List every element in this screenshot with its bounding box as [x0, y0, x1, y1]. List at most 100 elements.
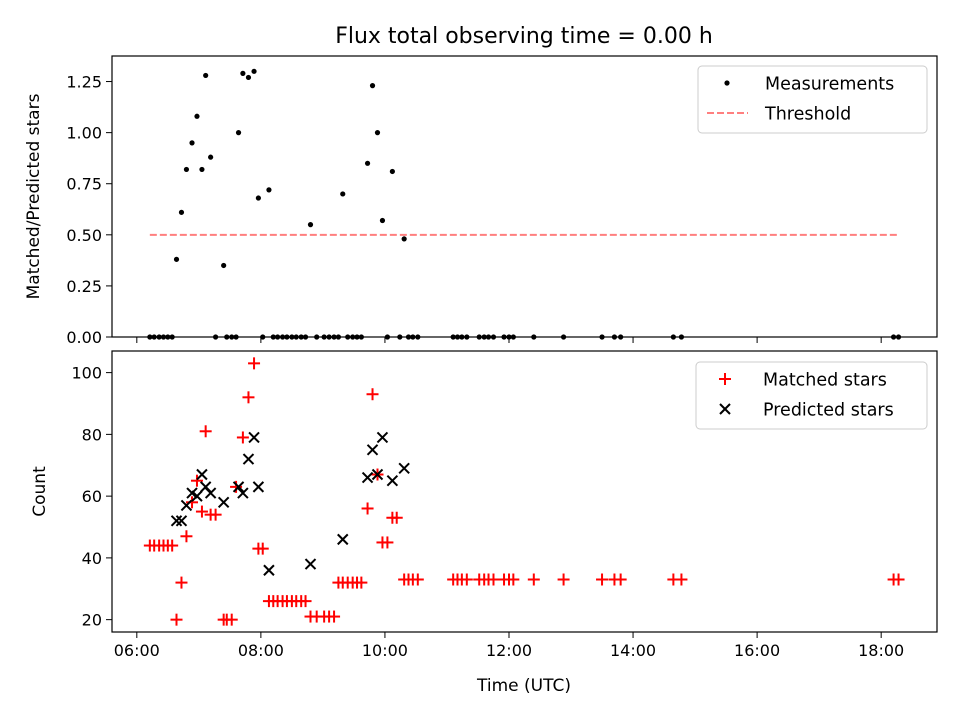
matched-star-point	[195, 505, 208, 518]
matched-star-point	[225, 613, 238, 626]
top-y-tick-label: 0.00	[66, 328, 102, 347]
predicted-star-stroke-b	[376, 431, 389, 444]
predicted-star-point	[242, 453, 255, 465]
legend-measurements-marker	[724, 80, 730, 86]
predicted-star-stroke-b	[191, 490, 203, 502]
bottom-legend: Matched stars Predicted stars	[695, 361, 928, 430]
measurement-point	[364, 160, 371, 166]
bottom-y-tick-label: 100	[71, 364, 102, 383]
predicted-star-point	[376, 431, 389, 444]
bottom-x-tick-label: 18:00	[858, 641, 904, 660]
matched-star-point	[355, 576, 368, 589]
predicted-star-stroke-b	[170, 515, 183, 527]
measurement-point	[374, 130, 381, 136]
predicted-star-stroke-b	[252, 481, 265, 493]
legend-predicted-marker	[719, 403, 731, 415]
predicted-star-point	[237, 487, 249, 499]
bottom-legend-frame	[695, 361, 928, 430]
bottom-y-tick-label: 20	[82, 611, 102, 630]
measurement-point	[203, 72, 209, 79]
legend-measurements-label: Measurements	[765, 75, 894, 95]
matched-star-point	[557, 573, 570, 586]
top-legend-frame	[697, 65, 928, 134]
matched-star-point	[460, 573, 473, 586]
predicted-star-stroke-b	[180, 499, 193, 512]
bottom-x-tick-label: 12:00	[486, 641, 532, 660]
predicted-star-stroke-b	[398, 462, 410, 475]
predicted-star-stroke-b	[199, 481, 212, 493]
measurement-point	[199, 166, 205, 173]
measurement-point	[183, 166, 190, 173]
bottom-x-tick-label: 14:00	[610, 641, 656, 660]
predicted-star-stroke-b	[237, 487, 249, 499]
top-y-tick-label: 0.25	[66, 277, 102, 296]
bottom-y-tick-label: 40	[82, 549, 102, 568]
predicted-star-point	[191, 490, 203, 502]
measurement-point	[369, 83, 376, 89]
top-axes-frame	[111, 55, 938, 338]
matched-star-point	[614, 573, 627, 586]
bottom-x-tick-label: 10:00	[362, 641, 408, 660]
matched-star-point	[507, 573, 520, 586]
matched-star-point	[328, 610, 341, 623]
predicted-star-point	[337, 533, 349, 546]
top-ticks: 0.00 0.25 0.50 0.75 1.00 1.25	[66, 73, 882, 347]
predicted-star-stroke-b	[232, 481, 245, 493]
predicted-star-point	[170, 515, 183, 527]
legend-matched-marker	[719, 373, 731, 385]
bottom-ticks: 06:00 08:00 10:00 12:00 14:00 16:00 18:00 20 40 6…	[71, 364, 904, 660]
measurement-point	[194, 113, 200, 119]
measurement-point	[173, 256, 180, 262]
measurement-point	[307, 222, 314, 228]
measurement-point	[255, 195, 261, 201]
measurement-point	[379, 217, 386, 224]
matched-star-point	[527, 573, 540, 586]
measurement-point	[251, 68, 257, 74]
measurement-point	[240, 70, 246, 76]
predicted-star-point	[371, 468, 384, 481]
predicted-star-stroke-b	[337, 533, 349, 546]
predicted-star-stroke-b	[304, 558, 317, 570]
predicted-star-point	[263, 564, 275, 576]
bottom-y-axis-label: Count	[30, 466, 50, 517]
matched-star-point	[236, 431, 249, 444]
predicted-star-stroke-b	[371, 468, 384, 481]
predicted-star-point	[175, 515, 188, 527]
bottom-y-tick-label: 80	[82, 425, 102, 444]
bottom-x-tick-label: 06:00	[114, 641, 160, 660]
matched-star-point	[230, 480, 243, 493]
legend-predicted-label: Predicted stars	[763, 401, 894, 421]
predicted-star-point	[361, 471, 374, 484]
predicted-star-stroke-b	[366, 444, 379, 456]
matched-star-point	[180, 530, 193, 543]
top-y-tick-label: 0.50	[66, 226, 102, 245]
matched-star-point	[248, 357, 261, 370]
bottom-x-tick-label: 16:00	[734, 641, 780, 660]
top-y-tick-label: 1.00	[66, 124, 102, 143]
bottom-x-tick-label: 08:00	[238, 641, 284, 660]
measurement-point	[178, 209, 185, 215]
bottom-x-axis-label: Time (UTC)	[476, 676, 571, 696]
measurement-point	[340, 191, 346, 197]
measurement-point	[266, 187, 272, 193]
bottom-plot-area	[143, 357, 905, 626]
predicted-star-point	[386, 474, 399, 487]
top-y-tick-label: 0.75	[66, 175, 102, 194]
matched-star-point	[487, 573, 500, 586]
matched-star-point	[381, 536, 394, 549]
matched-star-point	[166, 539, 179, 552]
predicted-star-point	[304, 558, 317, 570]
predicted-star-point	[248, 431, 260, 444]
measurement-point	[221, 262, 227, 269]
matched-star-point	[170, 613, 183, 626]
measurement-point	[389, 168, 395, 175]
matched-star-point	[390, 511, 403, 524]
matched-star-point	[190, 474, 203, 487]
predicted-star-point	[196, 468, 208, 481]
matched-star-point	[186, 496, 199, 509]
predicted-star-stroke-b	[248, 431, 260, 444]
matched-star-point	[199, 425, 212, 438]
matched-star-point	[892, 573, 905, 586]
predicted-star-point	[366, 444, 379, 456]
